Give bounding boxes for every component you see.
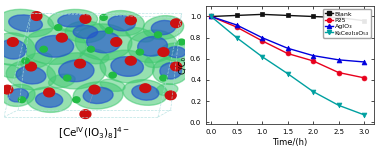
Ellipse shape: [143, 16, 184, 40]
Circle shape: [111, 38, 122, 46]
Circle shape: [54, 25, 62, 30]
Ellipse shape: [132, 85, 159, 100]
Ellipse shape: [26, 87, 72, 112]
Ellipse shape: [123, 80, 168, 105]
Ellipse shape: [0, 9, 54, 37]
Circle shape: [125, 56, 136, 65]
Circle shape: [73, 97, 80, 103]
Ellipse shape: [108, 16, 135, 31]
Circle shape: [31, 12, 42, 20]
Ellipse shape: [153, 57, 189, 84]
Ellipse shape: [167, 47, 186, 58]
Ellipse shape: [160, 63, 181, 79]
Circle shape: [171, 62, 181, 71]
Ellipse shape: [16, 66, 46, 84]
Circle shape: [80, 110, 91, 118]
Ellipse shape: [36, 92, 63, 107]
Ellipse shape: [145, 54, 171, 68]
Circle shape: [2, 85, 13, 94]
Ellipse shape: [100, 79, 125, 91]
Circle shape: [100, 15, 107, 20]
Circle shape: [136, 49, 144, 55]
Circle shape: [18, 97, 26, 103]
Ellipse shape: [73, 25, 98, 38]
Circle shape: [158, 48, 169, 56]
Ellipse shape: [0, 64, 22, 78]
Ellipse shape: [128, 30, 177, 63]
Ellipse shape: [0, 39, 26, 59]
Circle shape: [89, 85, 100, 94]
Ellipse shape: [65, 21, 106, 43]
Circle shape: [74, 59, 85, 68]
Circle shape: [171, 19, 181, 28]
Ellipse shape: [100, 50, 154, 83]
Ellipse shape: [151, 20, 176, 35]
Ellipse shape: [47, 53, 106, 89]
Circle shape: [40, 46, 47, 52]
Ellipse shape: [75, 24, 132, 60]
Ellipse shape: [48, 9, 98, 31]
Circle shape: [140, 84, 151, 92]
Ellipse shape: [0, 33, 36, 66]
Y-axis label: C/C₀: C/C₀: [178, 56, 187, 74]
Ellipse shape: [48, 74, 75, 88]
Circle shape: [26, 62, 36, 71]
Circle shape: [56, 33, 67, 42]
Circle shape: [64, 75, 71, 81]
Ellipse shape: [21, 53, 52, 69]
Circle shape: [178, 39, 185, 45]
Ellipse shape: [58, 14, 88, 27]
Circle shape: [105, 28, 113, 33]
Ellipse shape: [8, 89, 28, 102]
Circle shape: [80, 15, 91, 23]
Ellipse shape: [80, 49, 109, 64]
Ellipse shape: [9, 15, 42, 32]
Ellipse shape: [126, 28, 154, 42]
Circle shape: [87, 46, 94, 52]
Circle shape: [8, 38, 18, 46]
X-axis label: Time/(h): Time/(h): [273, 138, 308, 147]
Ellipse shape: [160, 43, 192, 61]
Legend: Blank, P25, AgIO₃, K₈Ce₂I₁₈O₅₃: Blank, P25, AgIO₃, K₈Ce₂I₁₈O₅₃: [323, 9, 371, 38]
Circle shape: [125, 16, 136, 25]
Ellipse shape: [83, 87, 113, 104]
Ellipse shape: [6, 61, 56, 90]
Ellipse shape: [23, 28, 86, 64]
Circle shape: [22, 58, 29, 64]
Ellipse shape: [156, 84, 178, 95]
Ellipse shape: [111, 57, 143, 76]
Circle shape: [109, 72, 116, 78]
Circle shape: [165, 91, 176, 100]
Ellipse shape: [2, 84, 35, 106]
Text: $[\mathrm{Ce}^{\mathrm{IV}}(\mathrm{IO}_3)_8]^{4-}$: $[\mathrm{Ce}^{\mathrm{IV}}(\mathrm{IO}_…: [59, 125, 130, 141]
Ellipse shape: [59, 60, 94, 82]
Circle shape: [154, 32, 162, 38]
Ellipse shape: [87, 31, 121, 53]
Ellipse shape: [73, 82, 123, 109]
Circle shape: [44, 88, 54, 97]
Ellipse shape: [138, 37, 167, 56]
Circle shape: [160, 75, 167, 81]
FancyBboxPatch shape: [4, 6, 185, 121]
Ellipse shape: [99, 11, 144, 36]
Ellipse shape: [36, 36, 74, 57]
